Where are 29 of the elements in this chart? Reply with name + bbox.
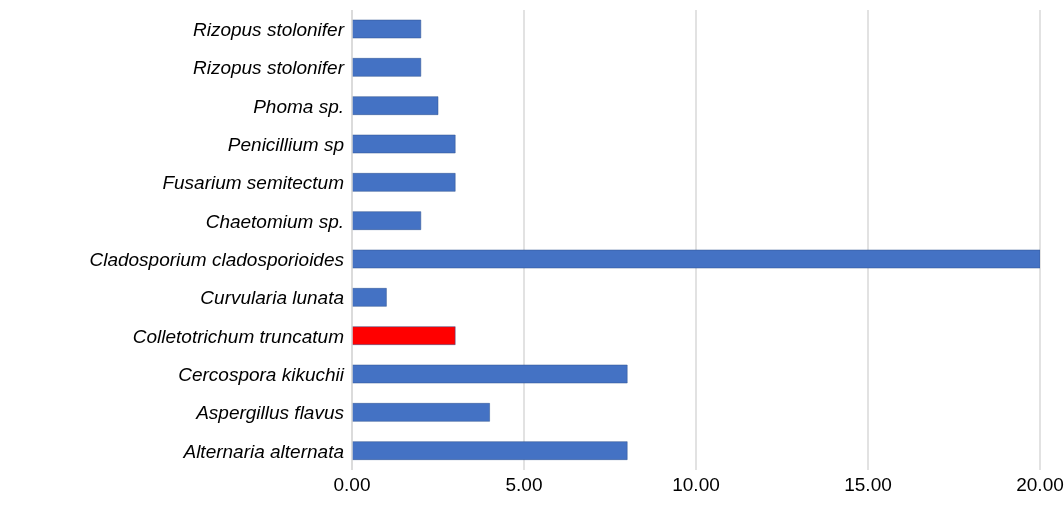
- bar: [352, 19, 422, 39]
- bar: [352, 58, 422, 77]
- x-tick-label: 15.00: [844, 474, 892, 496]
- bar: [352, 173, 456, 192]
- bar: [352, 403, 490, 422]
- y-tick-label: Curvularia lunata: [200, 287, 344, 309]
- x-tick-label: 0.00: [333, 474, 371, 496]
- x-tick-label: 5.00: [505, 474, 543, 496]
- bar: [352, 249, 1040, 269]
- bar: [352, 211, 422, 230]
- y-tick-label: Chaetomium sp.: [205, 210, 344, 232]
- y-tick-label: Rizopus stolonifer: [192, 57, 345, 79]
- x-tick-label: 20.00: [1016, 474, 1064, 496]
- bar: [352, 96, 439, 115]
- bar: [352, 364, 628, 384]
- y-tick-label: Phoma sp.: [253, 95, 344, 117]
- x-tick-label: 10.00: [672, 474, 720, 496]
- bar: [352, 288, 387, 307]
- y-tick-label: Aspergillus flavus: [195, 402, 345, 424]
- y-tick-label: Fusarium semitectum: [162, 172, 344, 194]
- y-tick-label: Cercospora kikuchii: [178, 363, 345, 385]
- y-tick-label: Colletotrichum truncatum: [132, 325, 344, 347]
- bar: [352, 441, 628, 460]
- y-tick-label: Rizopus stolonifer: [192, 18, 345, 40]
- y-tick-label: Cladosporium cladosporioides: [89, 248, 345, 270]
- bar: [352, 326, 456, 345]
- y-tick-label: Alternaria alternata: [182, 440, 344, 462]
- bar: [352, 134, 456, 154]
- y-tick-label: Penicillium sp: [227, 133, 344, 155]
